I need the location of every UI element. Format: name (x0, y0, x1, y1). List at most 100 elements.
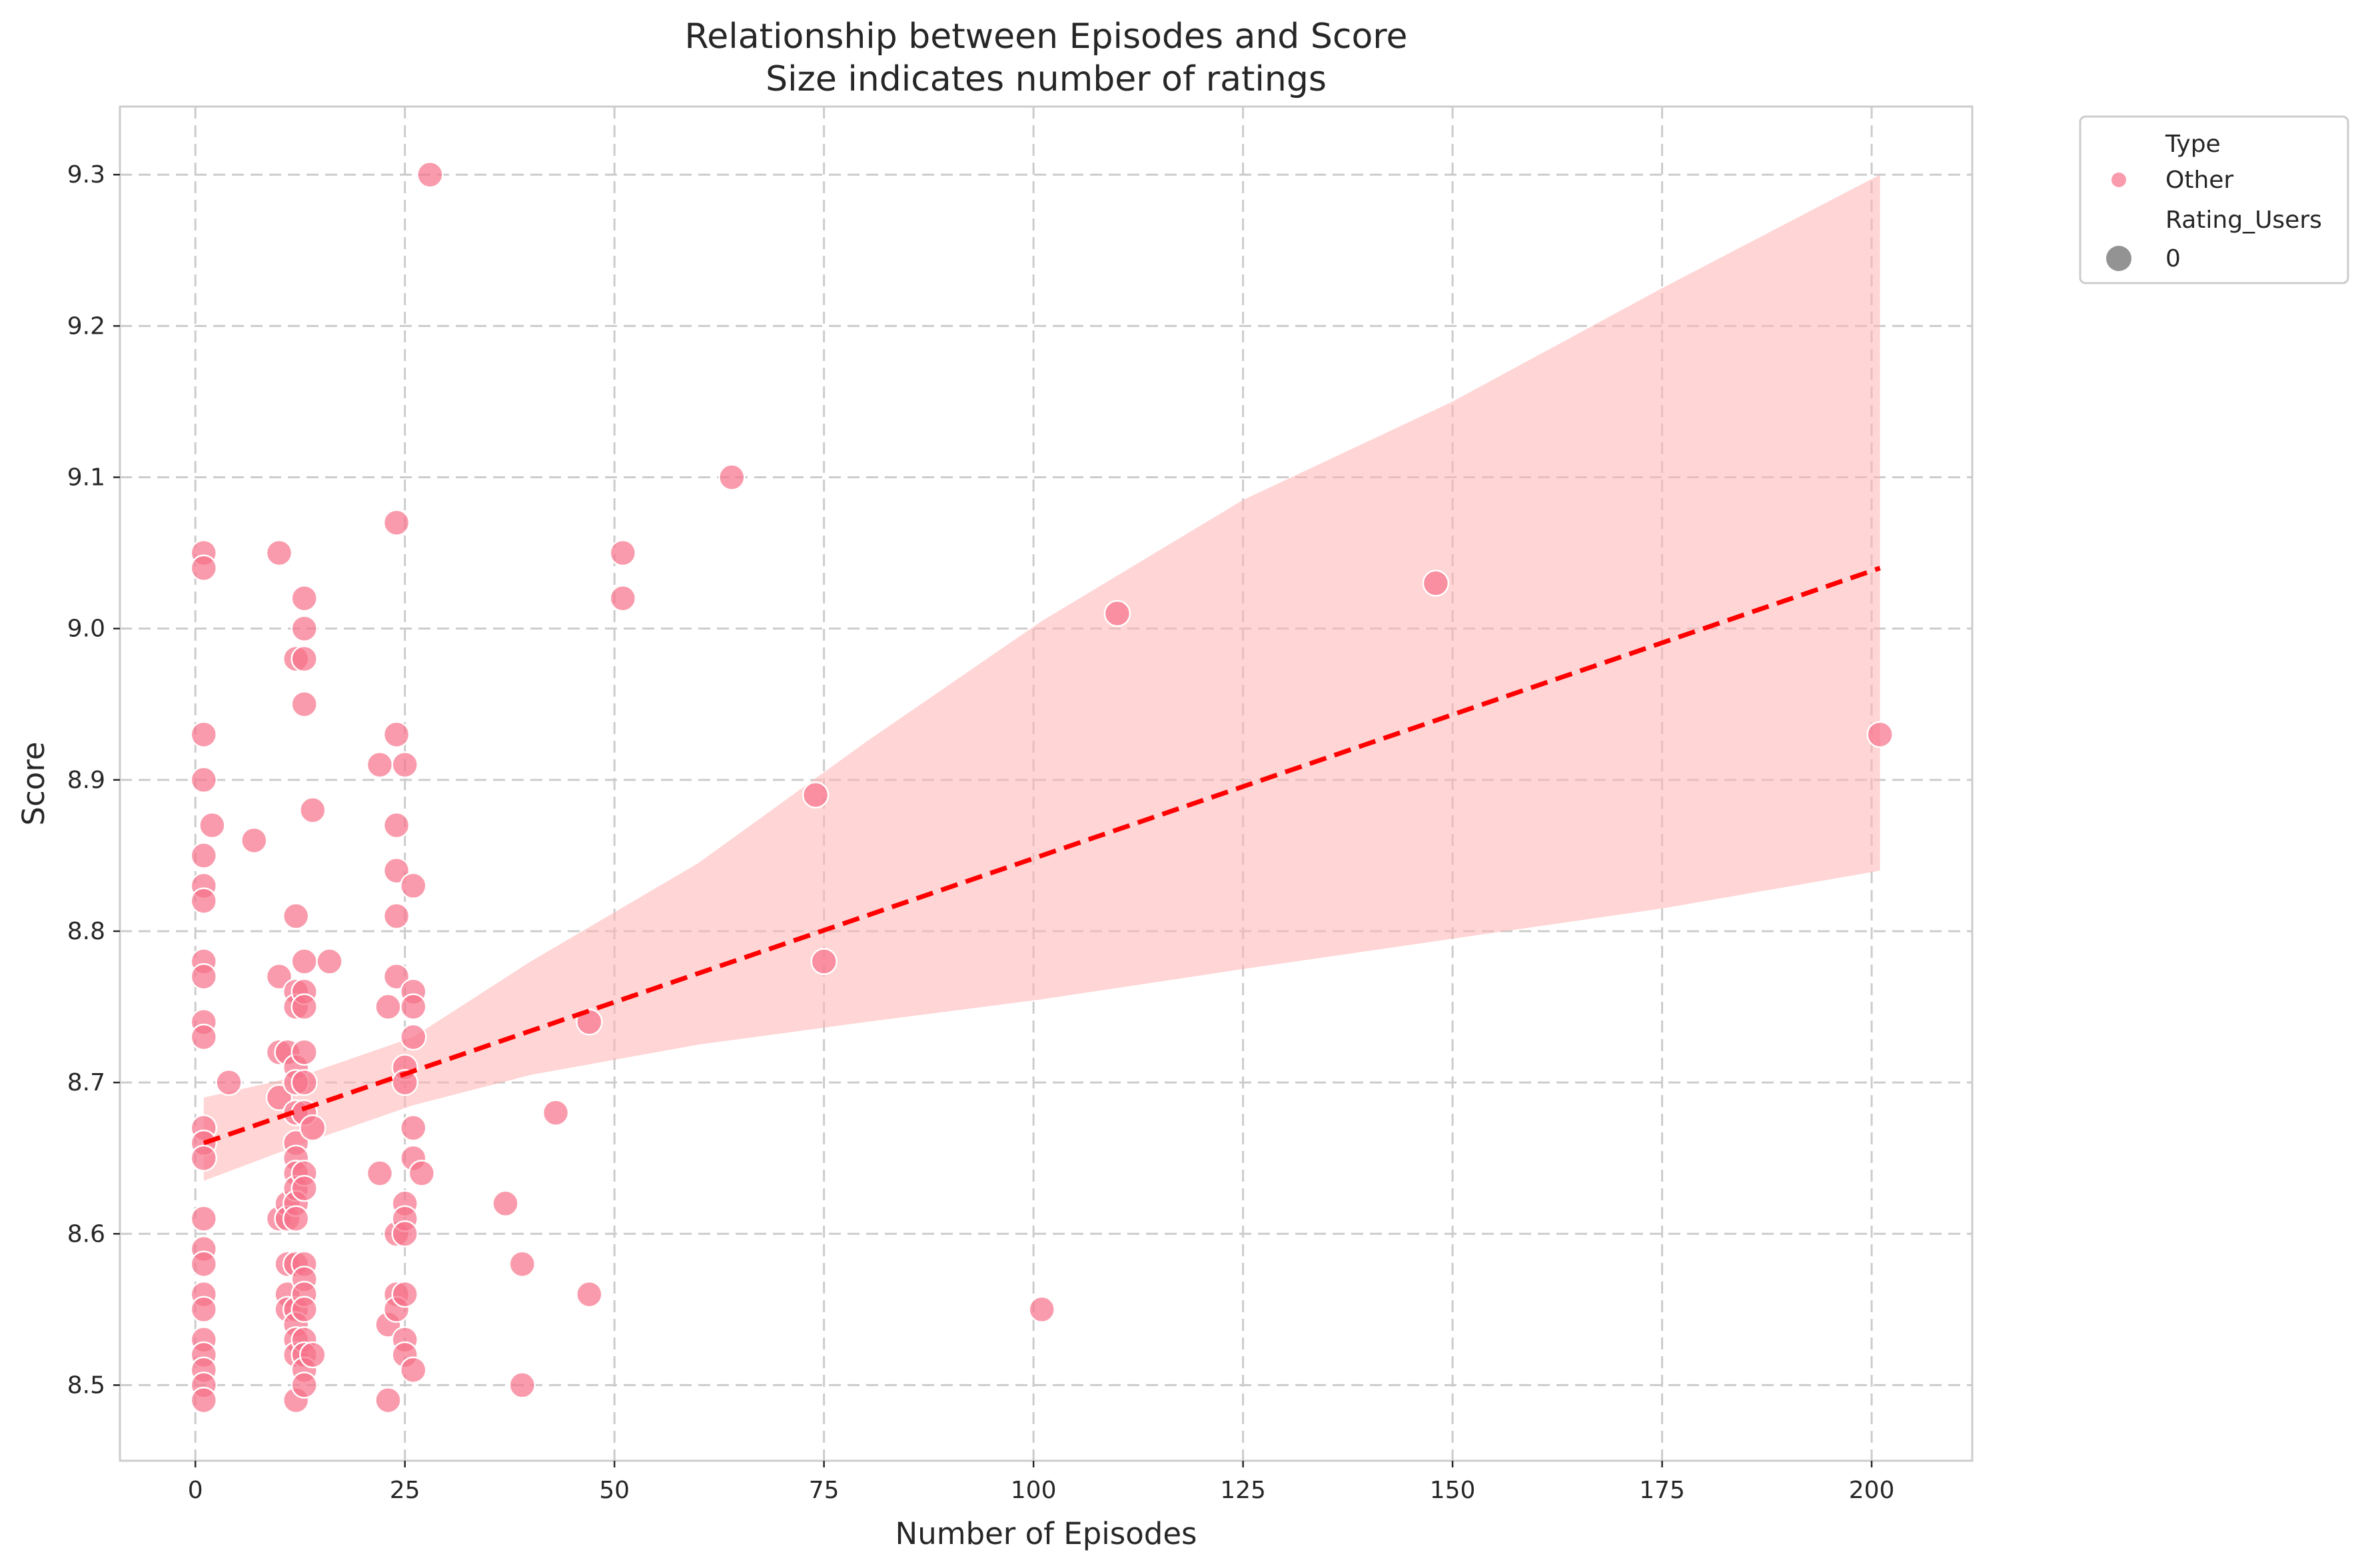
data-point (508, 1250, 536, 1278)
data-point (609, 539, 637, 567)
data-point (291, 1174, 318, 1202)
data-point (1422, 570, 1450, 597)
data-point (400, 872, 427, 900)
x-tick-label: 0 (188, 1477, 203, 1504)
data-point (316, 948, 343, 975)
data-point (366, 1160, 394, 1187)
y-tick-label: 9.3 (67, 161, 105, 189)
data-point (291, 948, 318, 975)
data-point (400, 1023, 427, 1051)
data-point (391, 1220, 418, 1248)
y-tick-label: 8.8 (67, 918, 105, 945)
data-point (291, 615, 318, 642)
data-point (190, 721, 218, 748)
x-tick-label: 125 (1220, 1477, 1266, 1504)
data-point (291, 690, 318, 718)
data-point (199, 811, 226, 839)
y-tick-label: 8.7 (67, 1069, 105, 1096)
data-point (1028, 1296, 1055, 1324)
data-point (382, 509, 410, 536)
data-point (190, 766, 218, 794)
legend-size-marker (2106, 246, 2131, 271)
data-point (190, 963, 218, 990)
data-point (492, 1190, 519, 1218)
x-axis-label: Number of Episodes (895, 1516, 1197, 1551)
legend-box (2079, 115, 2349, 284)
data-point (291, 1372, 318, 1399)
data-point (374, 1386, 402, 1414)
data-point (299, 1114, 326, 1142)
data-point (576, 1280, 603, 1308)
data-point (416, 161, 444, 189)
data-point (291, 1068, 318, 1096)
y-tick-label: 8.9 (67, 767, 105, 794)
data-point (299, 1341, 326, 1369)
chart-subtitle: Size indicates number of ratings (766, 59, 1327, 99)
y-tick-label: 9.0 (67, 615, 105, 643)
legend-hue-marker (2111, 173, 2126, 187)
data-point (291, 1038, 318, 1066)
data-point (391, 1280, 418, 1308)
data-point (382, 721, 410, 748)
points-layer (190, 161, 1894, 1414)
data-point (542, 1099, 570, 1126)
y-axis-label: Score (16, 741, 51, 825)
data-point (1103, 599, 1131, 627)
data-point (299, 797, 326, 824)
x-tick-label: 25 (390, 1477, 420, 1504)
data-point (241, 827, 268, 854)
regression-line-layer (203, 566, 1881, 1146)
data-point (291, 1296, 318, 1324)
x-tick-label: 175 (1639, 1477, 1685, 1504)
data-point (190, 1144, 218, 1172)
legend-hue-title: Type (2165, 131, 2221, 158)
data-point (366, 751, 394, 779)
data-point (508, 1372, 536, 1399)
data-point (265, 539, 293, 567)
data-point (190, 1023, 218, 1051)
data-point (282, 1205, 310, 1232)
x-tick-label: 75 (809, 1477, 840, 1504)
x-tick-label: 150 (1430, 1477, 1476, 1504)
plot-area-frame (119, 105, 1974, 1462)
y-tick-label: 8.6 (67, 1220, 105, 1248)
data-point (282, 903, 310, 930)
legend: Type Other Rating_Users 0 (2079, 115, 2349, 284)
data-point (382, 963, 410, 990)
data-point (215, 1068, 243, 1096)
data-point (374, 993, 402, 1020)
data-point (190, 1386, 218, 1414)
data-point (291, 584, 318, 612)
data-point (382, 903, 410, 930)
ticks: 0 25 50 75 100 125 150 175 200 8.5 8.6 8.7 8.8 8.9 9.0… (67, 161, 1895, 1504)
data-point (391, 1068, 418, 1096)
data-point (408, 1160, 436, 1187)
x-tick-label: 100 (1011, 1477, 1057, 1504)
data-point (400, 1114, 427, 1142)
data-point (265, 1084, 293, 1112)
chart-title: Relationship between Episodes and Score (685, 17, 1408, 57)
y-tick-label: 8.5 (67, 1372, 105, 1399)
legend-hue-entry: Other (2165, 167, 2233, 194)
data-point (1866, 721, 1894, 748)
x-tick-label: 200 (1849, 1477, 1895, 1504)
data-point (190, 1296, 218, 1324)
data-point (576, 1008, 603, 1036)
data-point (190, 1205, 218, 1232)
data-point (400, 993, 427, 1020)
data-point (265, 963, 293, 990)
data-point (802, 781, 830, 809)
data-point (382, 857, 410, 885)
legend-size-title: Rating_Users (2165, 206, 2322, 234)
x-tick-label: 50 (599, 1477, 630, 1504)
data-point (291, 993, 318, 1020)
data-point (810, 948, 838, 975)
data-point (609, 584, 637, 612)
confidence-band (203, 175, 1880, 1181)
confidence-band-layer (203, 175, 1880, 1181)
y-tick-label: 9.1 (67, 464, 105, 492)
data-point (190, 842, 218, 869)
regression-line (203, 566, 1881, 1146)
